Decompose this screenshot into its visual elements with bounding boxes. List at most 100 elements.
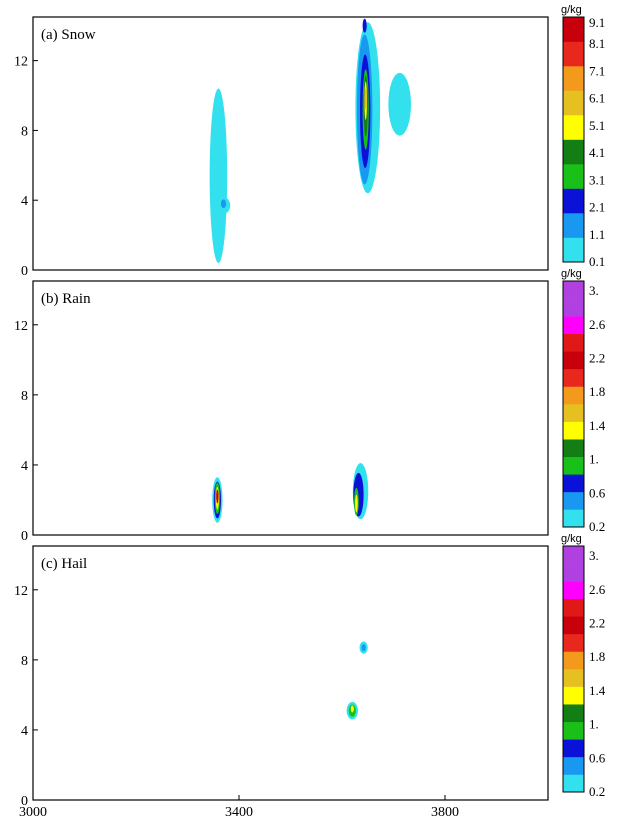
- panel-1: 0 4 8 12 (a) Snow 0.1 1.1 2.1 3.1 4.1 5.1 6.1 7.1 8.1…: [14, 4, 605, 279]
- colorbar-swatch-14: [563, 281, 584, 299]
- colorbar-label-7: 6.1: [589, 91, 605, 106]
- colorbar-swatch-2: [563, 213, 584, 238]
- contour-region-7: [362, 18, 367, 33]
- colorbar: 0.2 0.6 1. 1.4 1.8 2.2 2.6 3. g/kg: [561, 533, 606, 799]
- colorbar-label-2: 0.6: [589, 750, 606, 765]
- colorbar-swatch-13: [563, 563, 584, 582]
- colorbar-swatch-10: [563, 17, 584, 42]
- colorbar-swatch-2: [563, 756, 584, 775]
- colorbar: 0.1 1.1 2.1 3.1 4.1 5.1 6.1 7.1 8.1 9.1 g/kg: [561, 4, 605, 269]
- plot-area: [33, 281, 548, 535]
- colorbar: 0.2 0.6 1. 1.4 1.8 2.2 2.6 3. g/kg: [561, 268, 606, 534]
- colorbar-label-2: 0.6: [589, 485, 606, 500]
- colorbar-unit: g/kg: [561, 268, 582, 280]
- plot-area: [33, 17, 548, 270]
- colorbar-swatch-6: [563, 115, 584, 140]
- plot-frame: [32, 16, 549, 271]
- plot-frame: [32, 545, 549, 801]
- y-tick-label-12: 12: [14, 55, 28, 70]
- y-tick-label-4: 4: [21, 724, 28, 739]
- colorbar-swatch-14: [563, 546, 584, 564]
- panel-2: 0 4 8 12 (b) Rain 0.2 0.6 1. 1.4 1.8 2.2 2.6 3. g/kg: [14, 268, 606, 544]
- contour-region-9: [355, 494, 358, 513]
- colorbar-frame: [562, 280, 585, 528]
- colorbar-swatch-6: [563, 686, 584, 705]
- colorbar-swatch-13: [563, 298, 584, 317]
- x-tick-label-3000: 3000: [19, 805, 47, 820]
- y-tick-label-8: 8: [21, 389, 28, 404]
- colorbar-swatch-7: [563, 90, 584, 116]
- y-tick-label-0: 0: [21, 264, 28, 279]
- colorbar-swatch-5: [563, 704, 584, 723]
- contour-region-1: [209, 88, 228, 264]
- colorbar-label-5: 4.1: [589, 145, 605, 160]
- colorbar-label-10: 9.1: [589, 15, 605, 30]
- colorbar-frame: [562, 545, 585, 793]
- colorbar-label-5: 1.8: [589, 384, 605, 399]
- colorbar-label-8: 7.1: [589, 63, 605, 78]
- colorbar-label-5: 1.8: [589, 649, 605, 664]
- colorbar-swatch-11: [563, 333, 584, 352]
- colorbar-label-8: 3.: [589, 548, 599, 563]
- colorbar-frame: [562, 16, 585, 263]
- colorbar-swatch-5: [563, 439, 584, 458]
- plot-frame: [32, 280, 549, 536]
- panel-3: 0 4 8 12 3000 3400 3800 (c) Hail 0.2 0.6 1. 1.4 1.8 2…: [14, 533, 606, 820]
- colorbar-swatch-3: [563, 474, 584, 493]
- colorbar-swatch-10: [563, 351, 584, 370]
- y-tick-label-4: 4: [21, 459, 28, 474]
- colorbar-label-1: 0.1: [589, 254, 605, 269]
- plot-area: [33, 546, 548, 800]
- colorbar-label-3: 1.: [589, 452, 599, 467]
- colorbar-swatch-9: [563, 633, 584, 652]
- x-tick-label-3400: 3400: [225, 805, 253, 820]
- colorbar-swatch-11: [563, 598, 584, 617]
- colorbar-swatch-9: [563, 368, 584, 387]
- colorbar-swatch-5: [563, 139, 584, 165]
- contour-region-5: [216, 489, 219, 504]
- colorbar-label-3: 1.: [589, 717, 599, 732]
- colorbar-label-3: 2.1: [589, 200, 605, 215]
- colorbar-label-6: 2.2: [589, 616, 605, 631]
- y-tick-label-8: 8: [21, 124, 28, 139]
- colorbar-swatch-10: [563, 616, 584, 635]
- colorbar-swatch-4: [563, 164, 584, 189]
- colorbar-swatch-6: [563, 421, 584, 440]
- colorbar-swatch-1: [563, 774, 584, 793]
- colorbar-swatch-8: [563, 66, 584, 91]
- colorbar-swatch-4: [563, 456, 584, 475]
- colorbar-label-4: 1.4: [589, 418, 606, 433]
- y-tick-label-12: 12: [14, 584, 28, 599]
- colorbar-swatch-3: [563, 188, 584, 214]
- colorbar-label-6: 5.1: [589, 118, 605, 133]
- colorbar-label-6: 2.2: [589, 351, 605, 366]
- colorbar-unit: g/kg: [561, 533, 582, 545]
- colorbar-swatch-3: [563, 739, 584, 758]
- y-tick-label-8: 8: [21, 654, 28, 669]
- y-tick-label-0: 0: [21, 529, 28, 544]
- colorbar-label-8: 3.: [589, 283, 599, 298]
- y-tick-label-0: 0: [21, 794, 28, 809]
- colorbar-swatch-7: [563, 669, 584, 687]
- colorbar-swatch-9: [563, 41, 584, 67]
- panel-title: (a) Snow: [41, 27, 96, 43]
- colorbar-label-9: 8.1: [589, 36, 605, 51]
- colorbar-swatch-8: [563, 651, 584, 670]
- colorbar-swatch-2: [563, 491, 584, 510]
- y-tick-label-4: 4: [21, 194, 28, 209]
- y-tick-label-12: 12: [14, 319, 28, 334]
- colorbar-label-4: 1.4: [589, 683, 606, 698]
- colorbar-swatch-1: [563, 237, 584, 263]
- panel-title: (b) Rain: [41, 291, 91, 307]
- contour-region-5: [350, 705, 354, 713]
- colorbar-label-7: 2.6: [589, 317, 606, 332]
- colorbar-label-1: 0.2: [589, 519, 605, 534]
- colorbar-swatch-7: [563, 404, 584, 422]
- colorbar-label-1: 0.2: [589, 784, 605, 799]
- contour-region-12: [364, 88, 367, 110]
- contour-region-5: [388, 72, 412, 136]
- colorbar-unit: g/kg: [561, 4, 582, 16]
- colorbar-swatch-12: [563, 581, 584, 600]
- panel-title: (c) Hail: [41, 556, 87, 572]
